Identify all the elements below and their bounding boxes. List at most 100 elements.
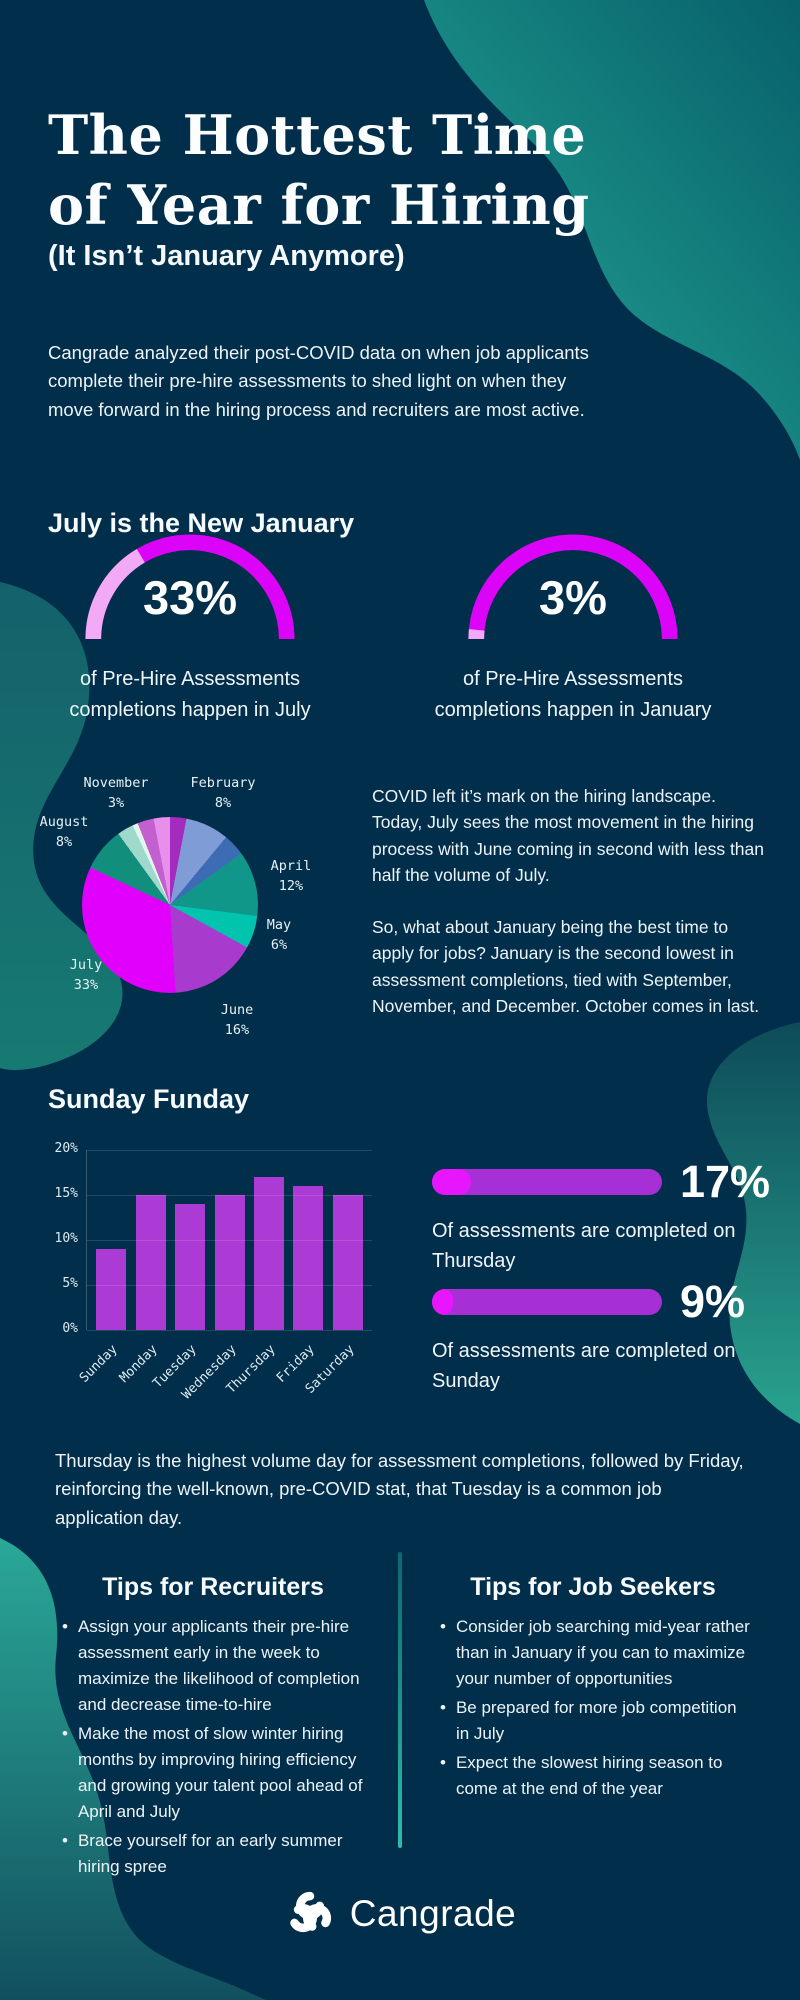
gauge-july-arc bbox=[85, 534, 295, 640]
stat-sunday: 9% Of assessments are completed on Sunda… bbox=[432, 1275, 777, 1395]
bullet-icon: • bbox=[440, 1698, 446, 1717]
pie-label-february: February 8% bbox=[168, 773, 278, 813]
stat-row: 17% bbox=[432, 1155, 777, 1204]
stat-value: 17% bbox=[680, 1156, 771, 1207]
tips-job-seekers-heading: Tips for Job Seekers bbox=[470, 1573, 716, 1601]
section-heading-july: July is the New January bbox=[48, 508, 355, 539]
bar-chart-x-axis: Sunday Monday Tuesday Wednesday Thursday Frid… bbox=[77, 1336, 371, 1402]
bar bbox=[253, 1177, 284, 1330]
bar-chart-y-axis: 0% 5% 10% 15% 20% bbox=[48, 1141, 80, 1336]
section-heading-sunday: Sunday Funday bbox=[48, 1084, 250, 1115]
bar-chart-plot-area bbox=[86, 1150, 372, 1331]
gauge-value-arc bbox=[85, 534, 295, 640]
bar bbox=[96, 1249, 127, 1330]
pie-label-pct: 8% bbox=[55, 834, 73, 850]
bullet-icon: • bbox=[62, 1724, 68, 1743]
bar bbox=[332, 1195, 363, 1330]
gauge-july-caption: of Pre-Hire Assessments completions happ… bbox=[69, 668, 311, 721]
tip-text: Assign your applicants their pre-hire as… bbox=[77, 1617, 360, 1714]
pie-label-july: July 33% bbox=[31, 955, 141, 995]
y-axis-label: 10% bbox=[54, 1231, 78, 1246]
pie-label-month: May bbox=[266, 917, 292, 933]
gridline bbox=[87, 1195, 372, 1196]
pie-chart bbox=[82, 817, 258, 993]
tip-item: • Brace yourself for an early summer hiri… bbox=[62, 1828, 376, 1880]
pie-label-month: November bbox=[83, 775, 149, 791]
bar bbox=[293, 1186, 324, 1330]
covid-paragraph-2: So, what about January being the best ti… bbox=[372, 917, 760, 1016]
tips-job-seekers-list: • Consider job searching mid-year rather … bbox=[440, 1614, 754, 1805]
pie-label-pct: 12% bbox=[278, 878, 304, 894]
covid-text-block: COVID left it’s mark on the hiring lands… bbox=[372, 783, 770, 1045]
blob-bottom-left bbox=[0, 1538, 266, 2000]
pie-label-pct: 33% bbox=[73, 977, 99, 993]
bullet-icon: • bbox=[440, 1617, 446, 1636]
progress-fill bbox=[432, 1288, 453, 1315]
pie-chart-figure: November 3% February 8% August 8% April … bbox=[0, 755, 370, 1085]
tip-item: • Assign your applicants their pre-hire a… bbox=[62, 1614, 376, 1718]
y-axis-label: 5% bbox=[62, 1276, 78, 1291]
gauge-january-arc bbox=[468, 534, 678, 640]
intro-paragraph: Cangrade analyzed their post-COVID data … bbox=[48, 341, 589, 421]
gridline bbox=[87, 1150, 372, 1151]
tip-item: • Expect the slowest hiring season to com… bbox=[440, 1750, 754, 1802]
bullet-icon: • bbox=[440, 1753, 446, 1772]
pie-label-pct: 6% bbox=[270, 937, 288, 953]
pie-label-june: June 16% bbox=[182, 1000, 292, 1040]
y-axis-label: 15% bbox=[54, 1186, 78, 1201]
stat-row: 9% bbox=[432, 1275, 777, 1324]
gauge-january-caption: of Pre-Hire Assessments completions happ… bbox=[434, 668, 712, 721]
gauge-july-value: 33% bbox=[142, 571, 238, 624]
tip-text: Expect the slowest hiring season to come… bbox=[455, 1753, 723, 1798]
bullet-icon: • bbox=[62, 1617, 68, 1636]
pie-label-month: August bbox=[39, 814, 89, 830]
bar-chart-bars bbox=[87, 1150, 372, 1330]
tips-recruiters-list: • Assign your applicants their pre-hire a… bbox=[62, 1614, 376, 1883]
tip-text: Brace yourself for an early summer hirin… bbox=[77, 1831, 343, 1876]
progress-bar-sunday bbox=[432, 1288, 662, 1315]
tips-recruiters-heading: Tips for Recruiters bbox=[102, 1573, 324, 1601]
gauge-january-value: 3% bbox=[539, 571, 607, 624]
tips-divider bbox=[398, 1552, 402, 1848]
stat-thursday: 17% Of assessments are completed on Thur… bbox=[432, 1155, 777, 1275]
pie-label-pct: 16% bbox=[224, 1022, 250, 1038]
cangrade-logo-icon bbox=[289, 1891, 331, 1933]
title-line-2: of Year for Hiring bbox=[48, 173, 590, 238]
thursday-note: Thursday is the highest volume day for a… bbox=[55, 1449, 744, 1528]
gridline bbox=[87, 1330, 372, 1331]
footer-logo: Cangrade bbox=[0, 1888, 800, 1940]
stat-description: Of assessments are completed on Sunday bbox=[432, 1340, 736, 1392]
pie-label-august: August 8% bbox=[9, 812, 119, 852]
covid-paragraph-1: COVID left it’s mark on the hiring lands… bbox=[372, 786, 765, 885]
pie-label-april: April 12% bbox=[236, 856, 346, 896]
y-axis-label: 0% bbox=[62, 1321, 78, 1336]
gauge-july: 33% of Pre-Hire Assessments completions … bbox=[69, 524, 311, 764]
pie-label-month: July bbox=[69, 957, 103, 973]
gauge-january: 3% of Pre-Hire Assessments completions h… bbox=[435, 524, 711, 764]
tip-text: Consider job searching mid-year rather t… bbox=[455, 1617, 750, 1688]
page-title: The Hottest Time of Year for Hiring bbox=[48, 100, 590, 240]
tip-text: Be prepared for more job competition in … bbox=[455, 1698, 737, 1743]
blob-right-middle bbox=[707, 1022, 800, 1424]
bullet-icon: • bbox=[62, 1831, 68, 1850]
pie-label-month: April bbox=[270, 858, 312, 874]
bar bbox=[135, 1195, 166, 1330]
tip-text: Make the most of slow winter hiring mont… bbox=[77, 1724, 363, 1821]
blob-top-right bbox=[424, 0, 800, 460]
tip-item: • Be prepared for more job competition in… bbox=[440, 1695, 754, 1747]
stat-description: Of assessments are completed on Thursday bbox=[432, 1220, 736, 1272]
progress-fill bbox=[432, 1168, 472, 1195]
pie-label-month: February bbox=[190, 775, 256, 791]
bar bbox=[175, 1204, 206, 1330]
blob-left-middle bbox=[0, 582, 123, 1070]
pie-label-november: November 3% bbox=[61, 773, 171, 813]
progress-stats: 17% Of assessments are completed on Thur… bbox=[432, 1155, 777, 1395]
page-subtitle: (It Isn’t January Anymore) bbox=[48, 240, 405, 272]
title-line-1: The Hottest Time bbox=[48, 103, 587, 168]
pie-label-pct: 8% bbox=[214, 795, 232, 811]
stat-value: 9% bbox=[680, 1276, 746, 1327]
gridline bbox=[87, 1285, 372, 1286]
bar-chart: 0% 5% 10% 15% 20% Sunday Monday Tuesday Wednesd… bbox=[48, 1140, 393, 1402]
